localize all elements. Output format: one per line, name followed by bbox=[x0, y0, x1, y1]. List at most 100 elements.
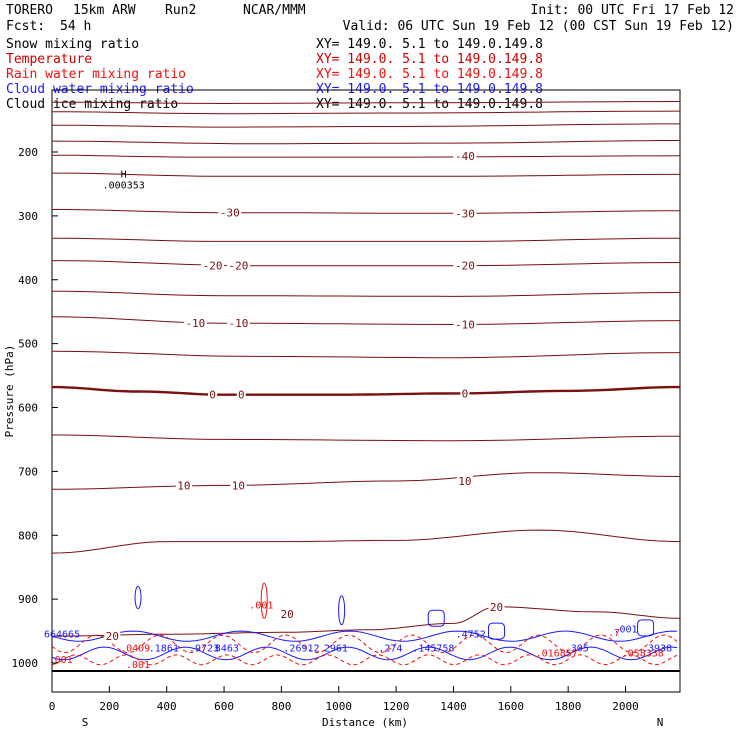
hydrometeor-contours bbox=[51, 582, 678, 666]
header-valid: Valid: 06 UTC Sun 19 Feb 12 (00 CST Sun … bbox=[343, 19, 734, 34]
x-tick-label: 200 bbox=[99, 700, 119, 713]
isotherm-label: 10 bbox=[177, 479, 190, 492]
isotherm-label: -30 bbox=[220, 207, 240, 220]
hydrometeor-label: .000353 bbox=[103, 180, 145, 191]
header-resolution: 15km ARW bbox=[73, 3, 136, 18]
isotherm-line bbox=[52, 110, 681, 115]
isotherm-label: 10 bbox=[232, 479, 245, 492]
y-tick-label: 800 bbox=[18, 529, 38, 542]
hydrometeor-label: .001 bbox=[126, 660, 150, 671]
isotherm-label: -10 bbox=[455, 318, 475, 331]
isotherm-label: -10 bbox=[228, 317, 248, 330]
y-tick-label: 900 bbox=[18, 593, 38, 606]
hydrometeor-label: .001 bbox=[613, 624, 637, 635]
mixing-ratio-contour bbox=[51, 654, 678, 666]
mixing-ratio-cell bbox=[637, 619, 655, 637]
legend-label: Temperature bbox=[6, 52, 92, 67]
hydrometeor-label: .058338 bbox=[622, 649, 664, 660]
legend-label: Snow mixing ratio bbox=[6, 37, 139, 52]
isotherm-label: 20 bbox=[490, 601, 503, 614]
isotherm-label-bg bbox=[453, 259, 477, 272]
hydrometeor-label: .001 bbox=[249, 601, 273, 612]
isotherm-line bbox=[52, 101, 681, 105]
hydrometeor-label: .26912 bbox=[283, 644, 319, 655]
isotherm-label-bg bbox=[279, 607, 296, 620]
legend: Snow mixing ratio XY= 149.0. 5.1 to 149.0… bbox=[6, 37, 543, 112]
x-tick-label: 1000 bbox=[326, 700, 353, 713]
isotherm-label-bg bbox=[453, 149, 477, 162]
isotherm-label-bg bbox=[230, 479, 247, 492]
hydrometeor-label: .0409 bbox=[120, 644, 150, 655]
isotherm-label: -10 bbox=[185, 317, 205, 330]
header-fcst-value: 54 h bbox=[60, 19, 91, 34]
isotherm-line bbox=[51, 140, 680, 145]
hydrometeor-label: 2961 bbox=[324, 644, 348, 655]
mixing-ratio-cell bbox=[134, 585, 142, 610]
x-tick-label: 0 bbox=[49, 700, 56, 713]
x-tick-label: 600 bbox=[214, 700, 234, 713]
hydrometeor-label: .016857 bbox=[536, 649, 578, 660]
x-tick-label: 1200 bbox=[383, 700, 410, 713]
isotherm-label: -40 bbox=[455, 150, 475, 163]
header-org: NCAR/MMM bbox=[243, 3, 306, 18]
x-tick-label: 2000 bbox=[612, 700, 639, 713]
hydrometeor-label: .3938 bbox=[642, 644, 672, 655]
isotherm-label: 0 bbox=[238, 389, 245, 402]
hydrometeor-label: .7 bbox=[608, 628, 620, 639]
isotherm-label-bg bbox=[460, 387, 470, 400]
y-tick-label: 300 bbox=[18, 210, 38, 223]
x-tick-label: 1600 bbox=[498, 700, 525, 713]
x-axis-label: Distance (km) bbox=[322, 716, 408, 729]
isotherm-line bbox=[51, 260, 681, 267]
hydrometeor-label: .274 bbox=[378, 644, 402, 655]
header: TORERO 15km ARW Run2 NCAR/MMM Init: 00 U… bbox=[6, 3, 734, 34]
isotherm-line bbox=[51, 529, 681, 554]
axis-ticks: 0 200 400 600 800 1000 1200 1400 1600 1800 2000200… bbox=[12, 146, 639, 713]
header-model: TORERO bbox=[6, 3, 53, 18]
isotherm-label: -30 bbox=[455, 207, 475, 220]
isotherm-label-bg bbox=[453, 207, 477, 220]
hydrometeor-label: .1861 bbox=[149, 644, 179, 655]
isotherm-label: 0 bbox=[462, 387, 469, 400]
x-tick-label: 800 bbox=[271, 700, 291, 713]
isotherm-line bbox=[51, 350, 681, 359]
isotherm-line bbox=[51, 237, 681, 242]
isotherm-label-bg bbox=[236, 388, 246, 401]
isotherm-label: 10 bbox=[458, 475, 471, 488]
contour-labels: -40 -30 -30 -20 -20 -20 -10 -10 -10 0 0 0 10 10 10 20 20… bbox=[44, 149, 672, 671]
hydrometeor-label: .4752 bbox=[456, 629, 486, 640]
isotherm-label-bg bbox=[104, 630, 121, 643]
mixing-ratio-cell bbox=[487, 622, 505, 640]
isotherm-label: 0 bbox=[209, 389, 216, 402]
isotherm-line bbox=[51, 290, 681, 297]
legend-label: Rain water mixing ratio bbox=[6, 67, 186, 82]
isotherm-line bbox=[52, 209, 680, 214]
legend-xy: XY= 149.0. 5.1 to 149.0.149.8 bbox=[316, 52, 543, 67]
isotherm-line bbox=[51, 472, 681, 490]
x-tick-label: 1800 bbox=[555, 700, 582, 713]
isotherm-label-bg bbox=[488, 600, 505, 613]
isotherm-label-bg bbox=[453, 318, 477, 331]
mixing-ratio-contour bbox=[51, 630, 678, 642]
mixing-ratio-cell bbox=[260, 582, 268, 619]
isotherm-label: -20 bbox=[228, 260, 248, 273]
legend-xy: XY= 149.0. 5.1 to 149.0.149.8 bbox=[316, 67, 543, 82]
y-axis-label: Pressure (hPa) bbox=[3, 345, 16, 438]
isotherm-line bbox=[52, 434, 681, 442]
hydrometeor-label: .9723 bbox=[189, 644, 219, 655]
isotherm-line bbox=[52, 172, 680, 177]
isotherm-line bbox=[52, 385, 680, 396]
isotherm-label: -20 bbox=[455, 260, 475, 273]
temperature-isotherms bbox=[51, 101, 681, 637]
mixing-ratio-cell bbox=[427, 609, 445, 627]
hydrometeor-label: 664665 bbox=[44, 629, 80, 640]
y-tick-label: 400 bbox=[18, 274, 38, 287]
isotherm-label-bg bbox=[183, 317, 207, 330]
isotherm-label-bg bbox=[226, 259, 250, 272]
mixing-ratio-contour bbox=[51, 634, 678, 654]
x-end-label-right: N bbox=[657, 716, 664, 729]
y-tick-label: 200 bbox=[18, 146, 38, 159]
header-run: Run2 bbox=[165, 3, 196, 18]
legend-label: Cloud ice mixing ratio bbox=[6, 97, 178, 112]
